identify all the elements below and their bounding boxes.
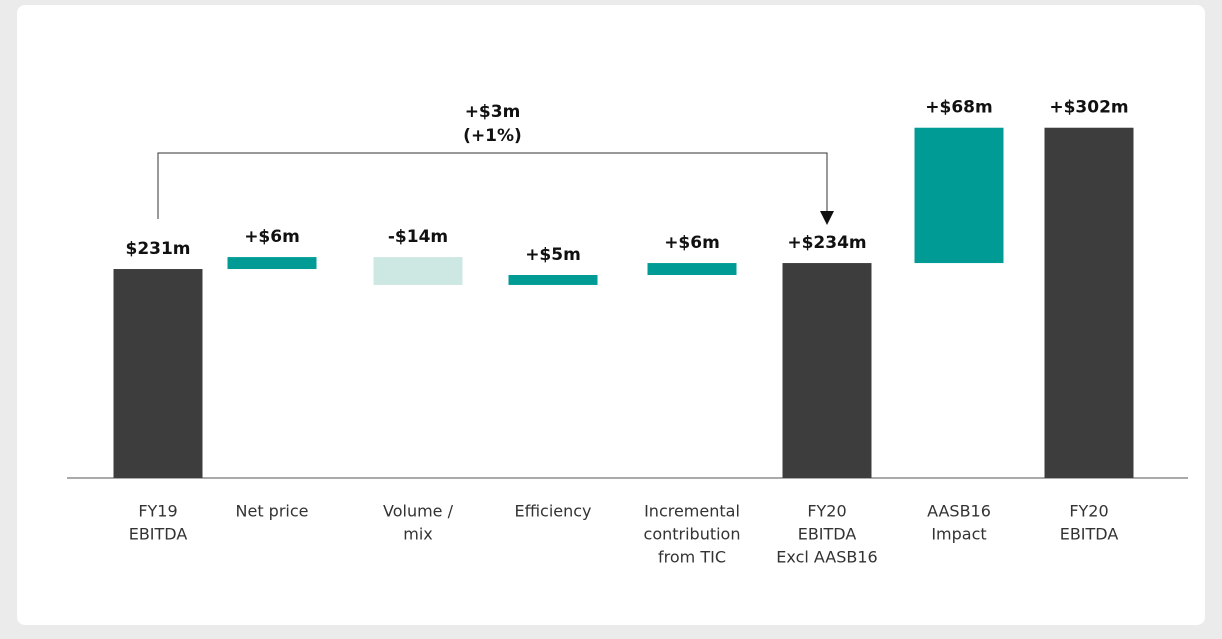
value-label: +$6m (244, 227, 300, 247)
x-tick-label: mix (403, 525, 433, 544)
x-tick-label: Volume / (383, 502, 454, 521)
bar (782, 263, 872, 478)
annotation: (+1%) (463, 126, 522, 146)
x-tick-label: Incremental (644, 502, 740, 521)
bar (914, 127, 1004, 264)
x-tick-label: Impact (931, 525, 986, 544)
annotation: +$3m (465, 102, 521, 122)
value-label: +$234m (787, 233, 866, 253)
bar (1044, 127, 1134, 478)
bar (508, 275, 598, 285)
bar (113, 269, 203, 478)
value-label: +$68m (925, 98, 992, 118)
x-tick-label: AASB16 (927, 502, 991, 521)
x-tick-label: EBITDA (129, 525, 188, 544)
x-tick-label: Excl AASB16 (776, 548, 877, 567)
x-tick-label: Efficiency (514, 502, 591, 521)
x-tick-label: contribution (644, 525, 741, 544)
x-tick-label: EBITDA (1060, 525, 1119, 544)
x-tick-label: Net price (236, 502, 309, 521)
bar (647, 263, 737, 275)
arrow-head (820, 211, 834, 226)
x-tick-label: FY19 (138, 502, 177, 521)
x-tick-label: from TIC (658, 548, 726, 567)
card (17, 5, 1205, 625)
bar (227, 257, 317, 270)
x-tick-label: FY20 (1069, 502, 1108, 521)
value-label: -$14m (388, 227, 448, 247)
value-label: +$302m (1049, 98, 1128, 118)
value-label: $231m (125, 239, 190, 259)
value-label: +$6m (664, 233, 720, 253)
bracket (157, 152, 828, 220)
x-tick-label: EBITDA (798, 525, 857, 544)
x-tick-label: FY20 (807, 502, 846, 521)
value-label: +$5m (525, 245, 581, 265)
bar (373, 257, 463, 285)
